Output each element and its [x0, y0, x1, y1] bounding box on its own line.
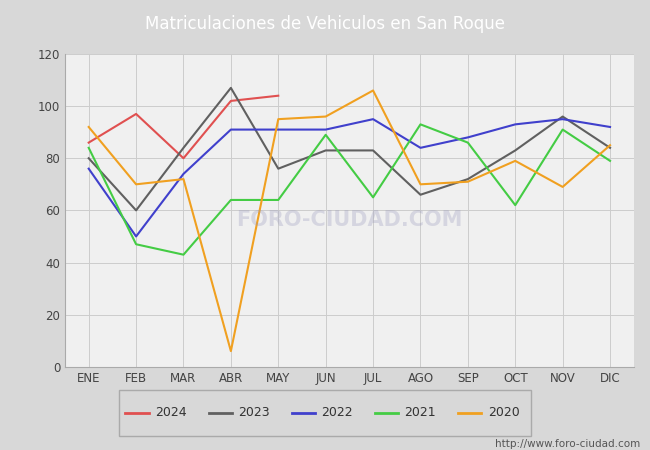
- Text: 2021: 2021: [404, 406, 436, 419]
- Text: 2020: 2020: [488, 406, 519, 419]
- Text: 2024: 2024: [155, 406, 187, 419]
- Text: Matriculaciones de Vehiculos en San Roque: Matriculaciones de Vehiculos en San Roqu…: [145, 14, 505, 33]
- Text: FORO-CIUDAD.COM: FORO-CIUDAD.COM: [236, 210, 463, 230]
- Text: http://www.foro-ciudad.com: http://www.foro-ciudad.com: [495, 439, 640, 449]
- Text: 2023: 2023: [238, 406, 270, 419]
- Text: 2022: 2022: [321, 406, 353, 419]
